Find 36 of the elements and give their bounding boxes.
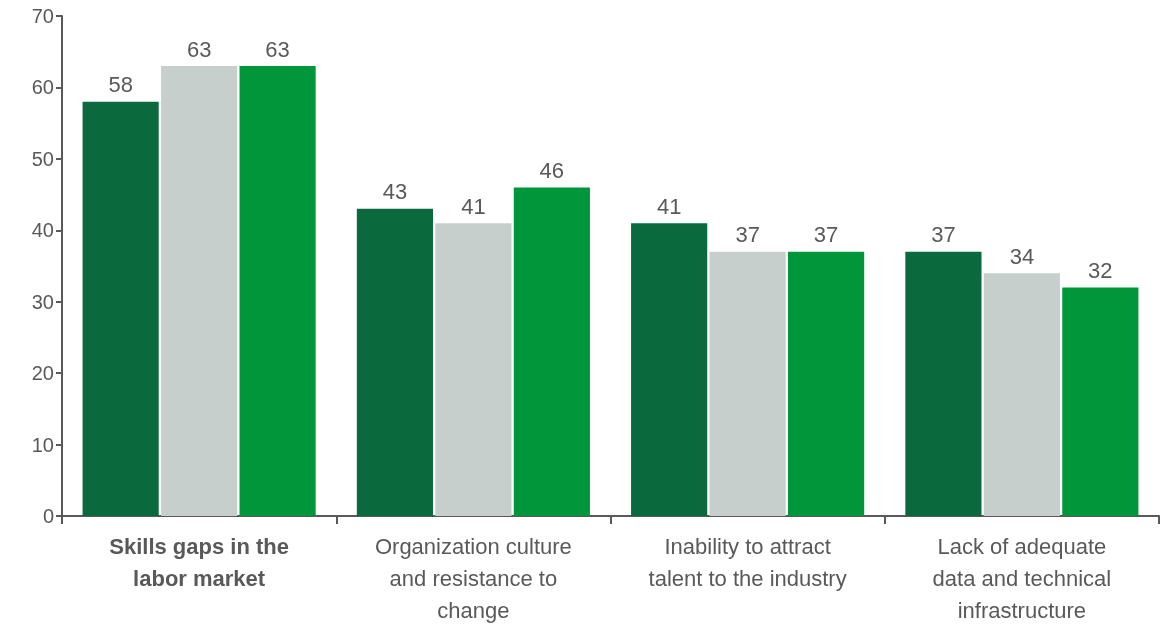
x-tick-label: Organization culture and resistance to change — [374, 533, 572, 623]
data-label: 63 — [265, 36, 290, 62]
bar — [239, 66, 316, 516]
data-label: 58 — [108, 72, 133, 98]
y-tick-label: 60 — [31, 76, 54, 99]
bar — [709, 251, 786, 516]
y-tick-label: 10 — [31, 433, 54, 456]
data-label: 37 — [931, 222, 956, 248]
y-tick-label: 20 — [31, 362, 54, 385]
bar — [82, 101, 159, 516]
x-tick-label: Inability to attract talent to the industry — [648, 533, 847, 591]
data-label: 32 — [1088, 257, 1113, 283]
bar — [356, 208, 433, 516]
data-label: 34 — [1009, 243, 1035, 269]
bar — [1062, 287, 1139, 516]
y-tick-label: 30 — [31, 290, 54, 313]
y-tick-label: 40 — [31, 219, 54, 242]
bar — [513, 187, 590, 516]
bar — [983, 273, 1060, 516]
x-tick-label: Lack of adequate data and technical infrastructure — [932, 533, 1112, 623]
bar — [631, 223, 708, 516]
bar — [788, 251, 865, 516]
data-label: 43 — [382, 179, 408, 205]
y-tick-label: 50 — [31, 147, 54, 170]
data-label: 41 — [656, 193, 682, 219]
data-label: 37 — [735, 222, 760, 248]
y-tick-label: 70 — [31, 5, 54, 27]
bar — [435, 223, 512, 516]
data-label: 41 — [461, 193, 486, 219]
bar — [161, 66, 238, 516]
data-label: 63 — [186, 36, 212, 62]
x-tick-label: Skills gaps in the labor market — [109, 533, 289, 591]
data-label: 46 — [539, 157, 565, 183]
bar — [905, 251, 982, 516]
data-label: 37 — [813, 222, 839, 248]
y-tick-label: 0 — [42, 505, 54, 527]
